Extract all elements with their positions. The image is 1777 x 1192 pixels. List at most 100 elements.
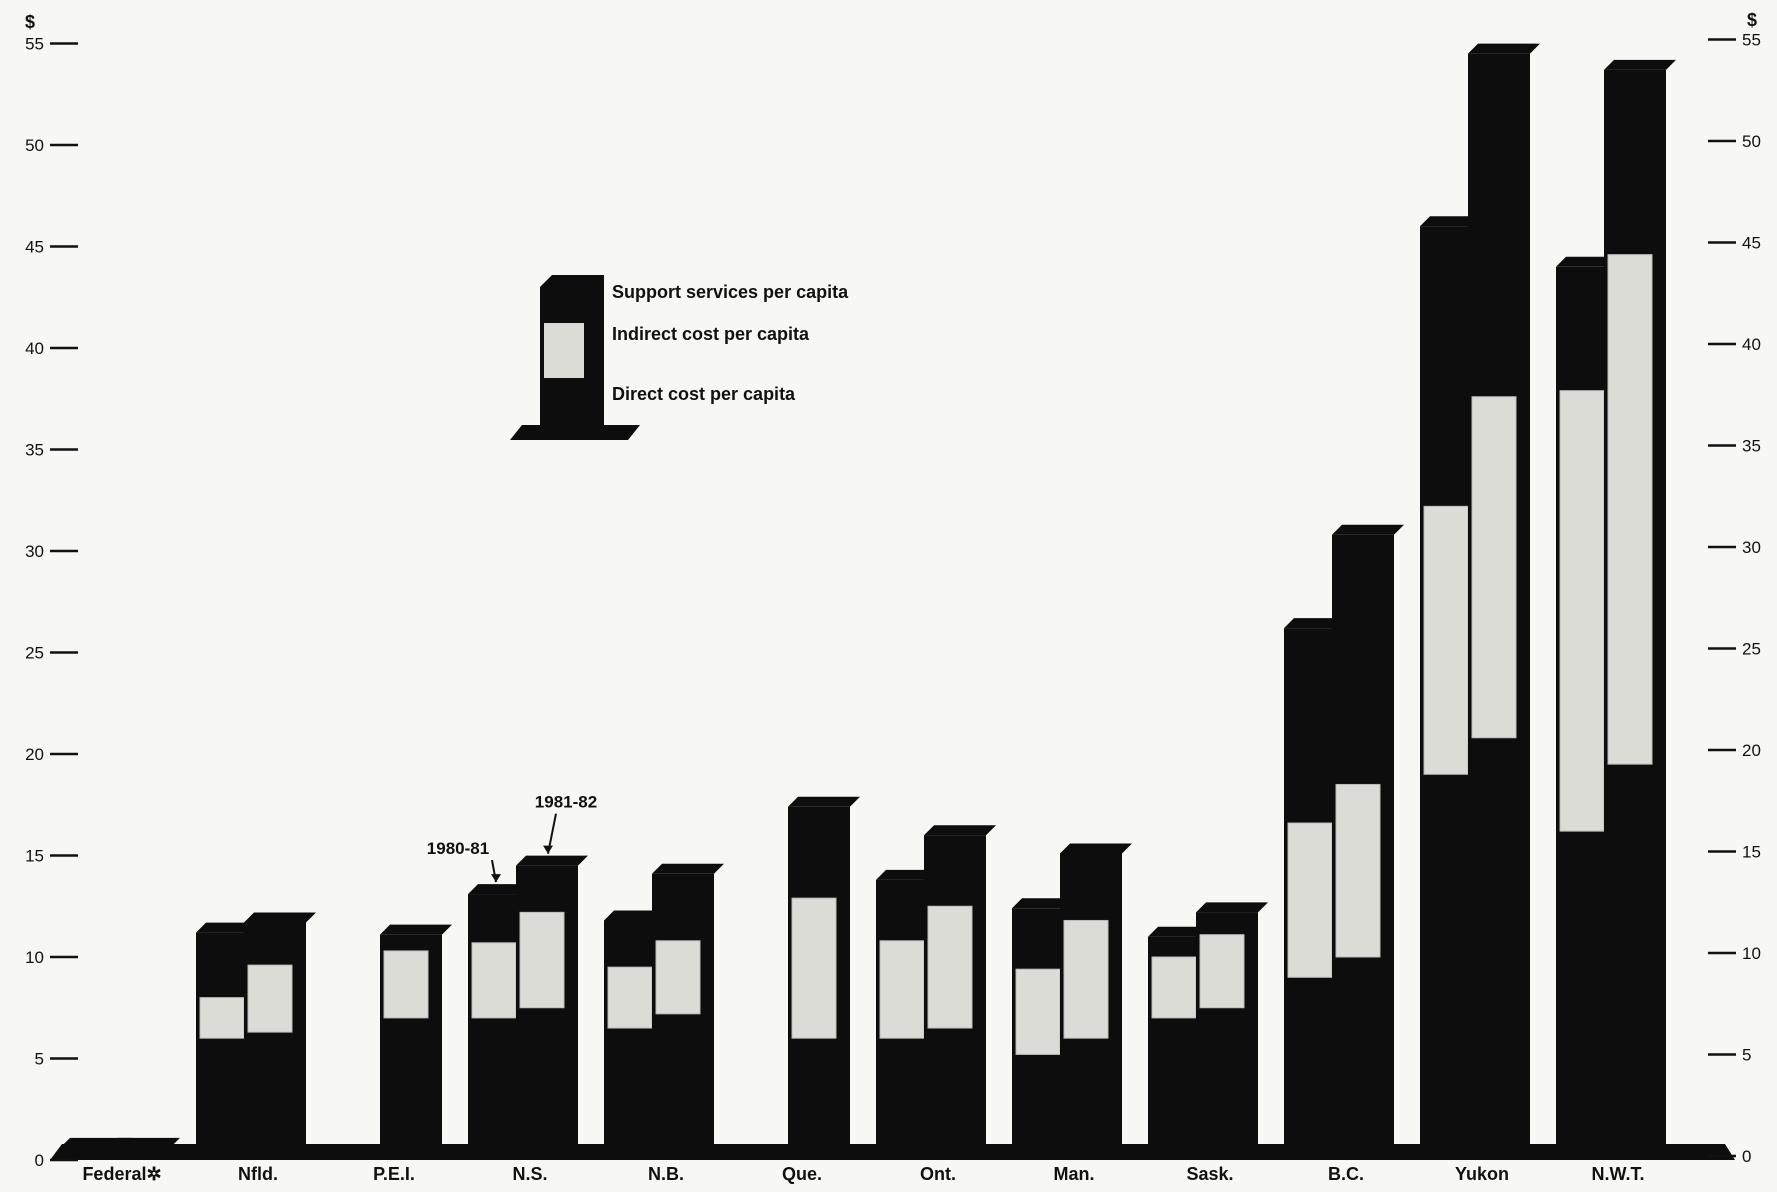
right-tick-label: 45 — [1742, 234, 1761, 253]
legend-label: Support services per capita — [612, 282, 849, 302]
bar-group — [604, 863, 724, 1152]
category-label: Yukon — [1455, 1164, 1509, 1184]
bar-1981-82 — [1332, 524, 1404, 1152]
year-annotations: 1980-81 1981-82 — [427, 793, 597, 883]
indirect-segment — [1015, 968, 1061, 1055]
bar-group — [468, 855, 588, 1152]
bar-1981-82 — [1468, 43, 1540, 1152]
right-tick-label: 40 — [1742, 335, 1761, 354]
category-label: P.E.I. — [373, 1164, 415, 1184]
left-tick-label: 30 — [25, 542, 44, 561]
bar-1981-82-face — [244, 922, 306, 1152]
bar-1981-82-top — [788, 796, 860, 807]
year-annotation-label: 1981-82 — [535, 793, 597, 812]
left-y-axis: $0 5 10 15 20 25 30 35 40 45 50 55 — [25, 12, 78, 1170]
right-tick-label: 50 — [1742, 132, 1761, 151]
bar-1981-82-top — [1468, 43, 1540, 54]
category-label: B.C. — [1328, 1164, 1364, 1184]
indirect-segment — [247, 964, 293, 1033]
bar-1981-82-face — [108, 1147, 170, 1152]
indirect-segment — [519, 911, 565, 1009]
left-tick-label: 40 — [25, 339, 44, 358]
bar-1981-82-top — [652, 863, 724, 874]
indirect-segment — [1607, 254, 1653, 765]
bar-group — [1148, 902, 1268, 1152]
right-tick-label: 30 — [1742, 538, 1761, 557]
category-label: Que. — [782, 1164, 822, 1184]
left-tick-label: 25 — [25, 644, 44, 663]
bar-1981-82-face — [516, 865, 578, 1152]
legend-label: Direct cost per capita — [612, 384, 796, 404]
indirect-segment — [1063, 919, 1109, 1039]
left-tick-label: 35 — [25, 441, 44, 460]
legend: Support services per capita Indirect cost… — [510, 275, 849, 440]
indirect-segment — [1151, 956, 1197, 1019]
indirect-segment — [1559, 390, 1605, 832]
bar-1981-82-top — [108, 1137, 180, 1148]
legend-indirect-swatch — [544, 323, 584, 378]
right-y-axis: $0 5 10 15 20 25 30 35 40 45 50 55 — [1708, 10, 1761, 1166]
right-tick-label: 20 — [1742, 741, 1761, 760]
left-tick-label: 10 — [25, 948, 44, 967]
indirect-segment — [1471, 396, 1517, 739]
indirect-segment — [655, 940, 701, 1015]
bar-1980-81-face — [60, 1147, 122, 1152]
category-label: Sask. — [1186, 1164, 1233, 1184]
indirect-segment — [471, 942, 517, 1019]
indirect-segment — [1287, 822, 1333, 978]
bar-1981-82-top — [1604, 59, 1676, 70]
category-label: Ont. — [920, 1164, 956, 1184]
bar-groups — [60, 43, 1676, 1152]
bar-group — [1420, 43, 1540, 1152]
category-label: Federal✲ — [82, 1164, 161, 1184]
bar-group — [876, 825, 996, 1152]
category-label: Nfld. — [238, 1164, 278, 1184]
year-annotation-label: 1980-81 — [427, 839, 489, 858]
left-tick-label: 5 — [35, 1050, 44, 1069]
indirect-segment — [1335, 783, 1381, 958]
left-tick-label: 45 — [25, 238, 44, 257]
right-tick-label: 5 — [1742, 1046, 1751, 1065]
bar-1981-82-top — [1196, 902, 1268, 913]
left-tick-label: 15 — [25, 847, 44, 866]
bar-1981-82-top — [516, 855, 588, 866]
left-unit-label: $ — [25, 12, 35, 32]
right-tick-label: 10 — [1742, 944, 1761, 963]
indirect-segment — [927, 905, 973, 1029]
bar-1981-82 — [1196, 902, 1268, 1152]
year-annotation-arrowhead — [491, 874, 501, 883]
left-tick-label: 55 — [25, 35, 44, 54]
bar-group — [788, 796, 860, 1152]
indirect-segment — [607, 966, 653, 1029]
right-tick-label: 55 — [1742, 31, 1761, 50]
bar-1981-82 — [108, 1137, 180, 1152]
bar-1981-82 — [244, 912, 316, 1152]
indirect-segment — [791, 897, 837, 1039]
indirect-segment — [199, 997, 245, 1039]
bar-group — [1556, 59, 1676, 1152]
indirect-segment — [879, 940, 925, 1039]
right-tick-label: 0 — [1742, 1147, 1751, 1166]
right-tick-label: 15 — [1742, 843, 1761, 862]
left-tick-label: 50 — [25, 136, 44, 155]
bar-1981-82-top — [1332, 524, 1404, 535]
bar-1981-82-top — [924, 825, 996, 836]
left-tick-label: 0 — [35, 1151, 44, 1170]
bar-1981-82 — [1604, 59, 1676, 1152]
category-label: N.W.T. — [1592, 1164, 1645, 1184]
bar-group — [1012, 843, 1132, 1152]
right-tick-label: 25 — [1742, 640, 1761, 659]
right-unit-label: $ — [1747, 10, 1757, 30]
bar-1981-82 — [652, 863, 724, 1152]
indirect-segment — [1423, 505, 1469, 775]
bar-1981-82 — [788, 796, 860, 1152]
category-label: N.B. — [648, 1164, 684, 1184]
bar-1981-82-top — [380, 924, 452, 935]
indirect-segment — [1199, 934, 1245, 1009]
year-annotation-arrowhead — [543, 845, 553, 854]
bar-1981-82 — [516, 855, 588, 1152]
right-tick-label: 35 — [1742, 437, 1761, 456]
indirect-segment — [383, 950, 429, 1019]
left-tick-label: 20 — [25, 745, 44, 764]
